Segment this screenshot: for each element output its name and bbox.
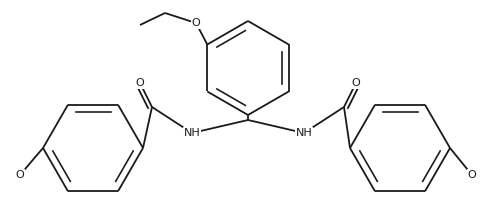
Text: O: O [16, 170, 24, 180]
Text: O: O [352, 78, 360, 88]
Text: O: O [468, 170, 476, 180]
Text: O: O [192, 18, 200, 28]
Text: O: O [136, 78, 144, 88]
Text: NH: NH [296, 128, 313, 138]
Text: NH: NH [183, 128, 200, 138]
